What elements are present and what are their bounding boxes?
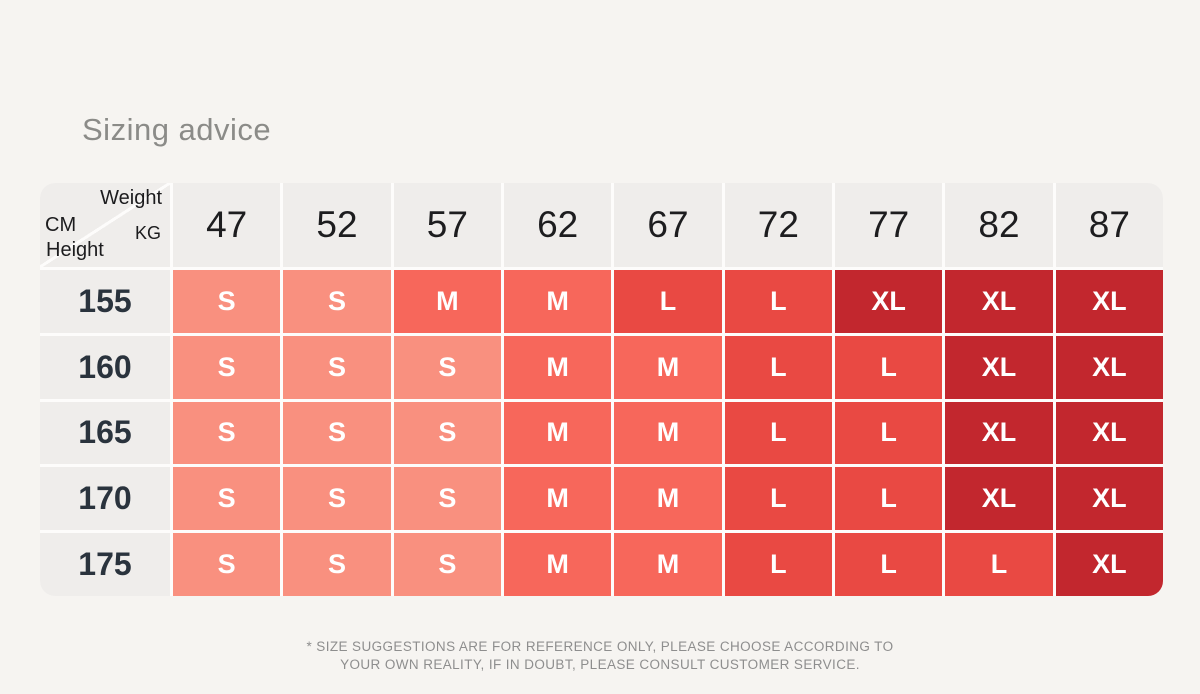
weight-header-cell: 77 xyxy=(835,183,943,267)
size-cell: S xyxy=(173,335,281,399)
size-cell: L xyxy=(835,401,943,465)
table-corner-cell: Weight CM KG Height xyxy=(40,183,170,267)
size-cell: S xyxy=(173,533,281,596)
size-cell: M xyxy=(393,270,501,333)
size-cell: L xyxy=(835,335,943,399)
size-cell: S xyxy=(283,467,391,531)
size-cell: L xyxy=(724,401,832,465)
corner-height-label: Height xyxy=(46,239,104,261)
size-cell: M xyxy=(504,467,612,531)
height-cell: 160 xyxy=(40,335,170,399)
weight-header-cell: 62 xyxy=(504,183,612,267)
sizing-table: Weight CM KG Height 47 52 57 62 67 72 77 82 87 15… xyxy=(40,183,1163,596)
weight-header-cell: 67 xyxy=(614,183,722,267)
height-cell: 155 xyxy=(40,270,170,333)
size-cell: M xyxy=(504,401,612,465)
height-cell: 170 xyxy=(40,467,170,531)
size-cell: XL xyxy=(1055,533,1163,596)
size-cell: M xyxy=(504,270,612,333)
size-cell: XL xyxy=(945,467,1053,531)
size-cell: L xyxy=(835,467,943,531)
weight-header-cell: 57 xyxy=(393,183,501,267)
weight-header-cell: 82 xyxy=(945,183,1053,267)
height-cell: 165 xyxy=(40,401,170,465)
corner-kg-label: KG xyxy=(134,223,161,243)
corner-weight-label: Weight xyxy=(100,187,162,209)
size-cell: S xyxy=(393,533,501,596)
size-cell: S xyxy=(283,335,391,399)
size-cell: XL xyxy=(1055,467,1163,531)
size-cell: XL xyxy=(945,335,1053,399)
size-cell: M xyxy=(614,467,722,531)
size-cell: L xyxy=(835,533,943,596)
size-cell: S xyxy=(393,401,501,465)
weight-header-cell: 52 xyxy=(283,183,391,267)
footnote-line-2: YOUR OWN REALITY, IF IN DOUBT, PLEASE CO… xyxy=(340,657,860,673)
size-cell: S xyxy=(173,401,281,465)
weight-header-cell: 72 xyxy=(724,183,832,267)
size-cell: L xyxy=(724,467,832,531)
size-cell: XL xyxy=(1055,270,1163,333)
weight-header-cell: 47 xyxy=(173,183,281,267)
size-cell: S xyxy=(283,401,391,465)
size-cell: L xyxy=(724,533,832,596)
size-cell: M xyxy=(614,401,722,465)
height-cell: 175 xyxy=(40,533,170,596)
size-cell: S xyxy=(393,467,501,531)
size-cell: L xyxy=(945,533,1053,596)
size-cell: M xyxy=(504,533,612,596)
size-cell: S xyxy=(393,335,501,399)
footnote-line-1: * SIZE SUGGESTIONS ARE FOR REFERENCE ONL… xyxy=(306,639,894,654)
size-cell: L xyxy=(724,335,832,399)
size-cell: XL xyxy=(945,270,1053,333)
size-cell: XL xyxy=(1055,335,1163,399)
size-cell: XL xyxy=(945,401,1053,465)
footnote: * SIZE SUGGESTIONS ARE FOR REFERENCE ONL… xyxy=(0,638,1200,674)
size-cell: S xyxy=(283,270,391,333)
size-cell: L xyxy=(614,270,722,333)
size-cell: L xyxy=(724,270,832,333)
corner-cm-label: CM xyxy=(45,214,77,236)
page-title: Sizing advice xyxy=(82,112,272,147)
size-cell: M xyxy=(614,335,722,399)
size-cell: XL xyxy=(1055,401,1163,465)
size-cell: XL xyxy=(835,270,943,333)
size-cell: M xyxy=(504,335,612,399)
size-cell: S xyxy=(173,467,281,531)
size-cell: S xyxy=(173,270,281,333)
size-cell: M xyxy=(614,533,722,596)
size-cell: S xyxy=(283,533,391,596)
weight-header-cell: 87 xyxy=(1055,183,1163,267)
